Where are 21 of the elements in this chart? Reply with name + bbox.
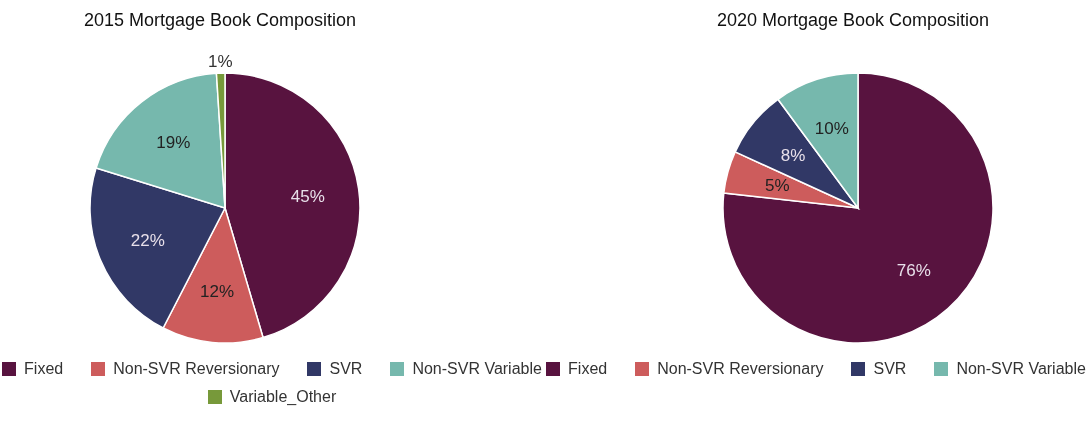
legend-label: Fixed bbox=[568, 360, 608, 378]
chart-title: 2020 Mortgage Book Composition bbox=[715, 10, 991, 31]
legend-label: Non-SVR Reversionary bbox=[657, 360, 824, 378]
legend-label: Non-SVR Variable bbox=[412, 360, 542, 378]
legend-label: Fixed bbox=[24, 360, 64, 378]
data-label: 22% bbox=[130, 230, 165, 250]
data-label: 5% bbox=[765, 176, 790, 196]
legend-label: SVR bbox=[873, 360, 907, 378]
pie-slice bbox=[722, 72, 994, 344]
data-label: 76% bbox=[896, 260, 931, 280]
data-label: 8% bbox=[780, 145, 806, 165]
legend-label: Variable_Other bbox=[229, 388, 337, 406]
legend-label: Non-SVR Variable bbox=[956, 360, 1086, 378]
data-label: 10% bbox=[814, 118, 849, 138]
legend-label: Non-SVR Reversionary bbox=[113, 360, 280, 378]
data-label: 12% bbox=[200, 281, 235, 301]
data-label: 19% bbox=[156, 132, 191, 152]
legend-label: SVR bbox=[329, 360, 363, 378]
data-label: 1% bbox=[208, 51, 233, 71]
data-label: 45% bbox=[290, 186, 325, 206]
chart-title: 2015 Mortgage Book Composition bbox=[82, 10, 358, 31]
